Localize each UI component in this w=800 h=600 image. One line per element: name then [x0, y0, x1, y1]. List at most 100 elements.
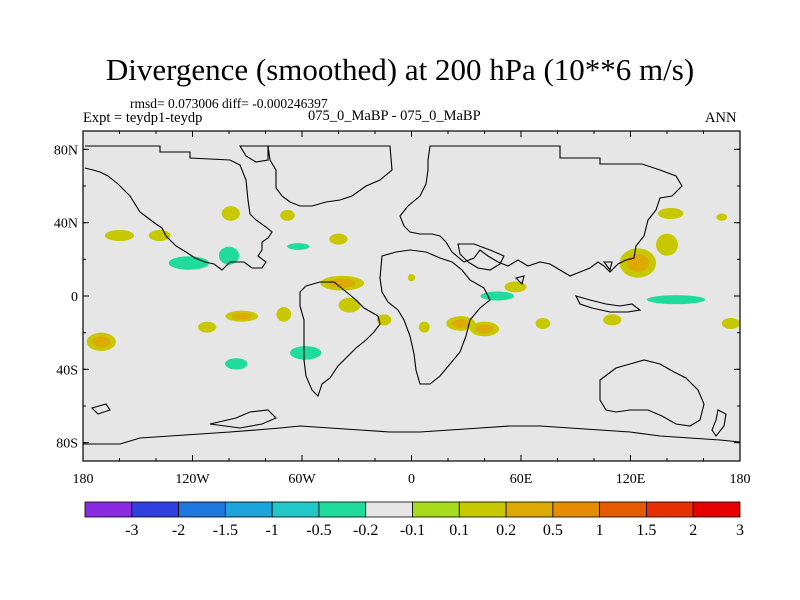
x-tick-label-2: 60W — [288, 472, 316, 487]
field-contour-30-0 — [544, 299, 578, 311]
x-tick-label-4: 60E — [510, 472, 533, 487]
colorbar-label-12: 2 — [689, 522, 697, 539]
coastline-antarctic-peninsula — [209, 409, 277, 429]
colorbar-label-10: 1 — [596, 522, 604, 539]
x-tick-label-3: 0 — [408, 472, 415, 487]
field-contour-27-0 — [482, 250, 498, 262]
coastline-indonesia — [574, 295, 642, 313]
colorbar-swatch-6 — [365, 501, 413, 518]
coastline-arabia — [457, 243, 505, 271]
colorbar-swatch-7 — [412, 501, 460, 518]
coastline-antarctica — [83, 425, 740, 445]
colorbar-swatch-3 — [224, 501, 273, 518]
colorbar-label-3: -1 — [265, 522, 278, 539]
colorbar-label-6: -0.1 — [400, 522, 425, 539]
coastline-africa — [379, 249, 491, 385]
field-contour-17-0 — [197, 321, 217, 333]
y-tick-label-2: 0 — [71, 290, 78, 305]
colorbar-swatch-11 — [599, 501, 647, 518]
colorbar-label-2: -1.5 — [213, 522, 238, 539]
x-tick-label-6: 180 — [730, 472, 751, 487]
coastline-new-zealand — [711, 409, 727, 437]
x-tick-label-0: 180 — [73, 472, 94, 487]
colorbar-label-9: 0.5 — [543, 522, 563, 539]
field-contour-0-0 — [104, 230, 135, 241]
coastline-australia — [599, 359, 705, 427]
field-contour-11-1 — [231, 312, 252, 320]
y-tick-label-3: 40S — [56, 363, 78, 378]
colorbar-swatch-13 — [692, 501, 741, 518]
field-contour-32-0 — [603, 314, 622, 326]
coastline-north-america — [84, 145, 273, 271]
field-contour-3-1 — [218, 246, 240, 265]
stats-label: rmsd= 0.073006 diff= -0.000246397 — [130, 96, 328, 111]
y-axis: 80N 40N 0 40S 80S — [54, 143, 740, 452]
field-contour-19-1 — [289, 346, 322, 360]
coastline-greenland — [267, 145, 393, 207]
field-contour-28-0 — [471, 349, 516, 372]
field-contour-21-0 — [418, 321, 430, 333]
field-contour-10-0 — [128, 303, 147, 315]
coastline-eurasia — [399, 145, 683, 277]
chart-title: Divergence (smoothed) at 200 hPa (10**6 … — [105, 52, 695, 87]
case-label: 075_0_MaBP - 075_0_MaBP — [308, 108, 481, 124]
field-contour-24-1 — [475, 324, 494, 334]
colorbar-label-1: -2 — [172, 522, 185, 539]
y-tick-label-0: 80N — [54, 143, 78, 158]
y-tick-label-4: 80S — [56, 437, 78, 452]
colorbar-label-8: 0.2 — [496, 522, 516, 539]
colorbar-swatch-1 — [131, 501, 179, 518]
colorbar-swatch-4 — [271, 501, 320, 518]
y-tick-label-1: 40N — [54, 217, 78, 232]
colorbar-swatch-5 — [318, 501, 367, 518]
field-contour-12-0 — [276, 307, 292, 322]
field-contour-37-0 — [657, 208, 684, 219]
x-tick-label-5: 120E — [616, 472, 646, 487]
field-contour-8-0 — [318, 213, 334, 225]
field-contour-39-0 — [721, 318, 740, 329]
colorbar-swatch-2 — [178, 501, 226, 518]
field-contour-40-0 — [716, 213, 728, 221]
field-contour-41-0 — [407, 274, 416, 282]
season-label: ANN — [705, 110, 737, 126]
map-background — [83, 131, 740, 461]
field-contour-4-0 — [252, 239, 279, 265]
colorbar-swatch-12 — [646, 501, 694, 518]
field-contour-23-1 — [451, 318, 470, 329]
field-contour-15-1 — [92, 336, 111, 348]
colorbar-swatch-9 — [505, 501, 554, 518]
field-contour-2-1 — [168, 256, 210, 270]
colorbar-swatch-10 — [552, 501, 601, 518]
field-contour-26-0 — [504, 281, 527, 293]
field-contour-29-0 — [535, 318, 551, 329]
colorbar-swatch-0 — [84, 501, 133, 518]
field-contour-7-0 — [280, 209, 295, 221]
coastline-layer — [83, 145, 740, 445]
coastline-small-islands — [90, 261, 613, 415]
field-contour-6-0 — [221, 206, 240, 221]
field-contour-5-1 — [287, 243, 310, 250]
field-contour-1-0 — [148, 230, 171, 241]
field-layer — [86, 206, 740, 374]
colorbar-swatch-8 — [458, 501, 507, 518]
field-contour-16-0 — [143, 327, 169, 339]
x-axis: 180 120W 60W 0 60E 120E 180 — [73, 131, 751, 487]
colorbar-label-7: 0.1 — [449, 522, 469, 539]
colorbar-label-11: 1.5 — [636, 522, 656, 539]
field-contour-20-0 — [376, 314, 392, 326]
field-contour-35-1 — [646, 295, 706, 305]
coastline-arctic-islands — [239, 145, 269, 163]
field-contour-13-1 — [328, 278, 356, 288]
colorbar-label-5: -0.2 — [353, 522, 378, 539]
x-tick-label-1: 120W — [175, 472, 210, 487]
field-contour-14-0 — [338, 297, 361, 313]
colorbar-label-0: -3 — [125, 522, 138, 539]
field-contour-9-0 — [329, 233, 348, 245]
field-contour-33-1 — [626, 253, 650, 273]
colorbar-label-13: 3 — [736, 522, 744, 539]
colorbar: -3 -2 -1.5 -1 -0.5 -0.2 -0.1 0.1 0.2 0.5 1 1.5 2 3 — [84, 501, 744, 539]
field-contour-18-1 — [225, 358, 248, 370]
coastline-south-america — [299, 281, 381, 398]
field-contour-38-0 — [586, 220, 609, 232]
